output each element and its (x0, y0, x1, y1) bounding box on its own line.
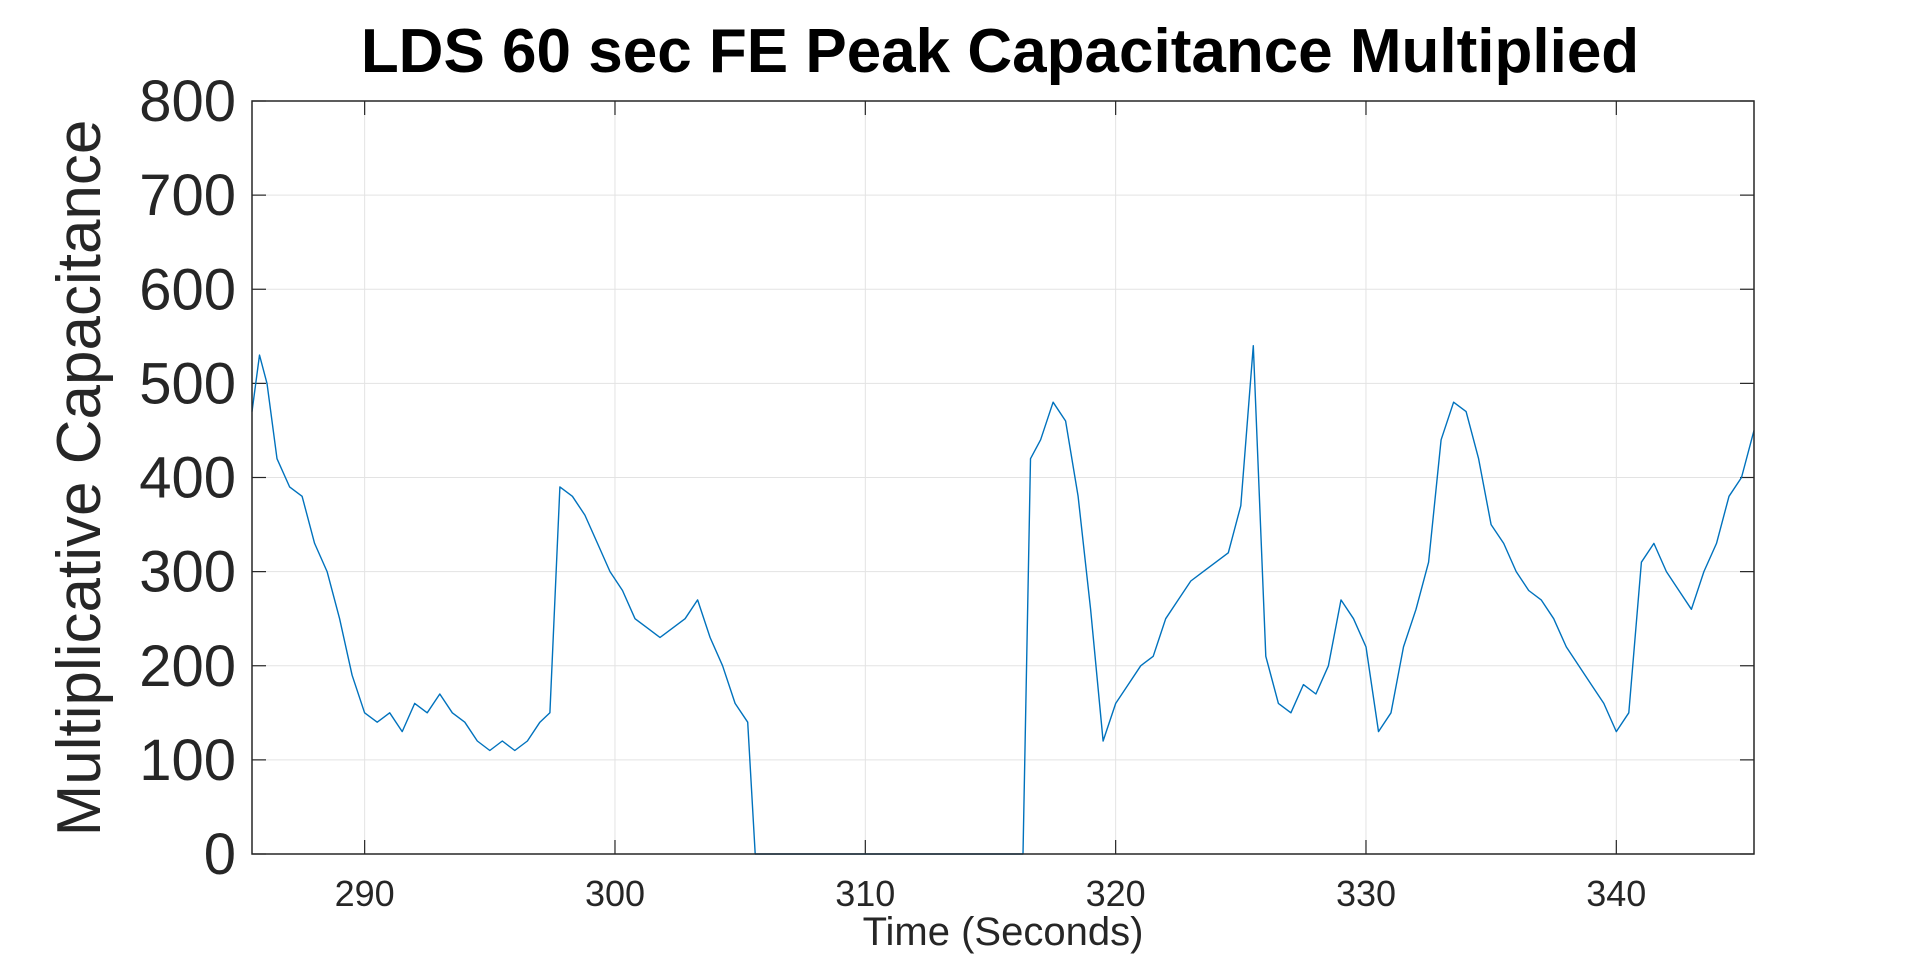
x-tick-label: 330 (1336, 873, 1396, 914)
y-axis-label: Multiplicative Capacitance (45, 120, 114, 837)
x-tick-label: 290 (335, 873, 395, 914)
x-tick-label: 340 (1586, 873, 1646, 914)
y-tick-label: 500 (139, 351, 236, 416)
chart-title: LDS 60 sec FE Peak Capacitance Multiplie… (361, 17, 1639, 86)
x-axis-label: Time (Seconds) (863, 910, 1144, 954)
tick-marks (252, 100, 1754, 855)
y-tick-label: 300 (139, 540, 236, 605)
plot-frame (251, 100, 1755, 855)
x-tick-labels: 290 300 310 320 330 340 (335, 873, 1647, 914)
y-tick-label: 100 (139, 728, 236, 793)
series-line (251, 345, 1755, 855)
y-tick-label: 0 (204, 822, 236, 887)
y-tick-label: 400 (139, 446, 236, 511)
y-tick-label: 700 (139, 163, 236, 228)
x-tick-label: 300 (585, 873, 645, 914)
x-tick-label: 320 (1086, 873, 1146, 914)
y-tick-label: 600 (139, 257, 236, 322)
x-tick-label: 310 (835, 873, 895, 914)
y-tick-label: 200 (139, 634, 236, 699)
y-tick-label: 800 (139, 69, 236, 134)
y-tick-labels: 0 100 200 300 400 500 600 700 800 (139, 69, 236, 887)
